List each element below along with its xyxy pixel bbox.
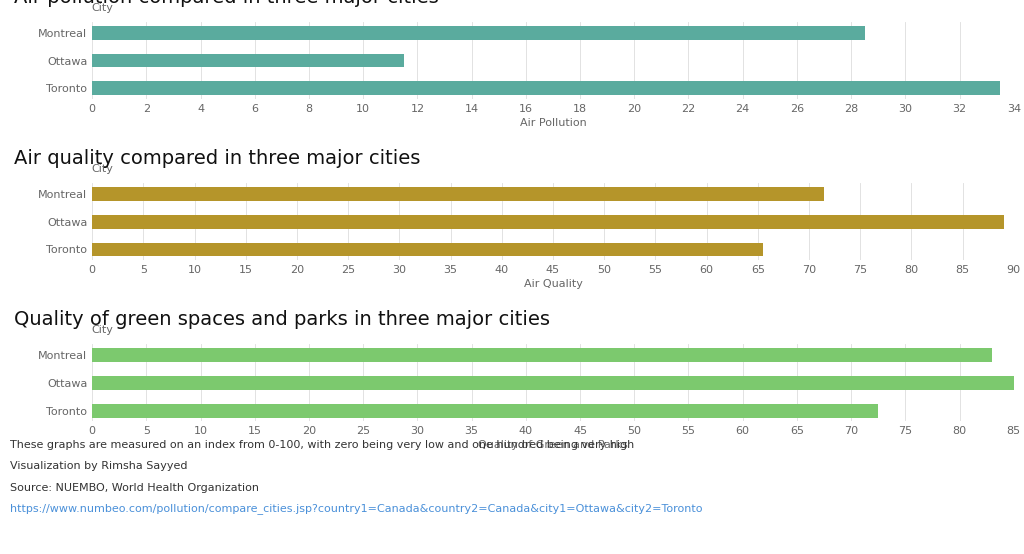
Bar [92,81,1000,95]
Text: Quality of green spaces and parks in three major cities: Quality of green spaces and parks in thr… [13,310,550,329]
Bar [92,348,992,362]
Text: These graphs are measured on an index from 0-100, with zero being very low and o: These graphs are measured on an index fr… [10,440,635,450]
Bar [92,214,1004,229]
X-axis label: Quality of Green and Parks: Quality of Green and Parks [478,440,628,450]
X-axis label: Air Quality: Air Quality [523,279,583,289]
Bar [92,243,763,257]
Bar [92,376,1014,389]
Bar [92,187,824,201]
Text: https://www.numbeo.com/pollution/compare_cities.jsp?country1=Canada&country2=Can: https://www.numbeo.com/pollution/compare… [10,504,702,515]
Text: Visualization by Rimsha Sayyed: Visualization by Rimsha Sayyed [10,461,187,471]
Bar [92,54,403,68]
Bar [92,404,879,418]
Text: City: City [91,325,113,335]
Text: Air pollution compared in three major cities: Air pollution compared in three major ci… [13,0,438,7]
Text: City: City [91,164,113,174]
Text: City: City [91,3,113,13]
Text: Air quality compared in three major cities: Air quality compared in three major citi… [13,149,420,168]
X-axis label: Air Pollution: Air Pollution [519,118,587,128]
Text: Source: NUEMBO, World Health Organization: Source: NUEMBO, World Health Organizatio… [10,483,259,493]
Bar [92,25,864,39]
